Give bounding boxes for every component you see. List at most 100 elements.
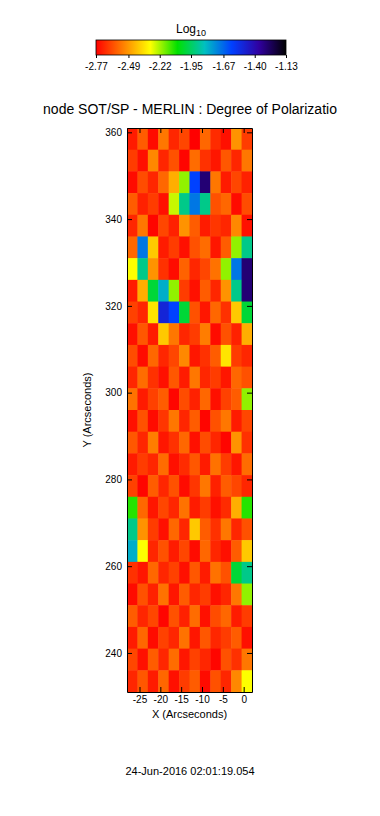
heatmap-cell <box>200 171 211 193</box>
heatmap-cell <box>148 258 159 280</box>
heatmap-cell <box>137 215 148 237</box>
heatmap-cell <box>158 605 169 627</box>
y-axis-right-tick <box>247 653 252 654</box>
x-axis-top-tick <box>244 128 245 133</box>
heatmap-cell <box>190 670 201 692</box>
heatmap-cell <box>221 475 232 497</box>
x-axis-tick-label: -15 <box>174 694 189 705</box>
heatmap-cell <box>179 193 190 215</box>
y-axis-tick-label: 240 <box>105 648 122 659</box>
heatmap-cell <box>210 171 221 193</box>
heatmap-cell <box>210 280 221 302</box>
heatmap-cell <box>200 540 211 562</box>
colorbar-tick-label: -1.40 <box>244 61 267 72</box>
y-axis-right-tick-mark <box>247 306 252 307</box>
heatmap-cell <box>231 584 242 606</box>
heatmap-cell <box>137 453 148 475</box>
heatmap-cell <box>221 345 232 367</box>
heatmap-cell <box>242 562 252 584</box>
heatmap-cell <box>148 432 159 454</box>
heatmap-cell <box>190 280 201 302</box>
heatmap-cell <box>190 193 201 215</box>
heatmap-cell <box>158 432 169 454</box>
heatmap-cell <box>221 518 232 540</box>
heatmap-cell <box>200 128 211 150</box>
heatmap-cell <box>210 649 221 671</box>
heatmap-cell <box>179 670 190 692</box>
heatmap-cell <box>210 236 221 258</box>
heatmap-cell <box>148 128 159 150</box>
colorbar-tick-mark <box>96 55 97 58</box>
heatmap-cell <box>231 540 242 562</box>
y-axis-right-tick-mark <box>247 653 252 654</box>
colorbar-tick: -1.13 <box>275 55 298 72</box>
heatmap-cell <box>137 258 148 280</box>
heatmap-cell <box>200 367 211 389</box>
heatmap-cell <box>169 410 180 432</box>
heatmap-cell <box>210 388 221 410</box>
colorbar-tick: -2.49 <box>118 55 141 72</box>
heatmap-cell <box>190 432 201 454</box>
heatmap-cell <box>148 518 159 540</box>
heatmap-cell <box>169 388 180 410</box>
heatmap-cell <box>179 627 190 649</box>
heatmap-cell <box>158 171 169 193</box>
heatmap-cell <box>210 605 221 627</box>
heatmap-cell <box>137 475 148 497</box>
heatmap-cell <box>221 627 232 649</box>
colorbar-title: Log10 <box>176 22 206 38</box>
heatmap-cell <box>221 323 232 345</box>
heatmap-cell <box>221 584 232 606</box>
heatmap-cell <box>158 562 169 584</box>
heatmap-cell <box>148 367 159 389</box>
heatmap-cell <box>148 323 159 345</box>
heatmap-cell <box>158 518 169 540</box>
heatmap-cell <box>242 649 252 671</box>
x-axis-tick: -5 <box>219 687 228 705</box>
heatmap-cell <box>231 193 242 215</box>
y-axis-tick-mark <box>127 219 132 220</box>
heatmap-cell <box>231 236 242 258</box>
heatmap-cell <box>200 258 211 280</box>
y-axis-right-line <box>252 129 253 693</box>
heatmap-cell <box>158 540 169 562</box>
heatmap-cell <box>158 345 169 367</box>
heatmap-cell <box>158 128 169 150</box>
heatmap-cell <box>242 540 252 562</box>
heatmap-cell <box>242 518 252 540</box>
heatmap-cell <box>190 605 201 627</box>
heatmap-cell <box>200 215 211 237</box>
x-axis-top-tick-mark <box>181 128 182 133</box>
heatmap-cell <box>200 236 211 258</box>
heatmap-cell <box>221 128 232 150</box>
heatmap-cell <box>179 410 190 432</box>
heatmap-cell <box>179 128 190 150</box>
heatmap-cell <box>169 345 180 367</box>
heatmap-cell <box>169 605 180 627</box>
heatmap-cell <box>221 605 232 627</box>
heatmap-cell <box>169 649 180 671</box>
heatmap-cell <box>200 388 211 410</box>
heatmap-cell <box>137 605 148 627</box>
heatmap-cell <box>210 128 221 150</box>
heatmap-cell <box>221 453 232 475</box>
heatmap-cell <box>210 670 221 692</box>
x-axis-top-tick-mark <box>160 128 161 133</box>
heatmap-cell <box>158 302 169 324</box>
heatmap-cell <box>169 584 180 606</box>
heatmap-cell <box>137 193 148 215</box>
heatmap-cell <box>148 171 159 193</box>
heatmap-cell <box>190 410 201 432</box>
heatmap-cell <box>231 215 242 237</box>
heatmap-cell <box>221 649 232 671</box>
heatmap-cell <box>127 280 138 302</box>
heatmap-cell <box>137 540 148 562</box>
heatmap-cell <box>210 627 221 649</box>
heatmap-cell <box>242 432 252 454</box>
heatmap-cell <box>221 367 232 389</box>
heatmap-cell <box>127 236 138 258</box>
x-axis-tick-label: -25 <box>133 694 148 705</box>
chart-title: node SOT/SP - MERLIN : Degree of Polariz… <box>43 101 337 117</box>
heatmap-cell <box>127 605 138 627</box>
y-axis-tick-mark <box>127 306 132 307</box>
